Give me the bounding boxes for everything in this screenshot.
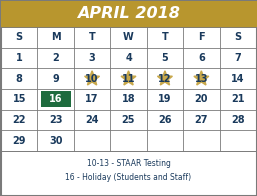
- Text: F: F: [198, 32, 205, 42]
- Text: 26: 26: [158, 115, 172, 125]
- Text: 4: 4: [125, 53, 132, 63]
- Text: 18: 18: [122, 94, 135, 104]
- Text: 6: 6: [198, 53, 205, 63]
- Text: 13: 13: [195, 74, 208, 84]
- Text: 16: 16: [49, 94, 62, 104]
- Text: 1: 1: [16, 53, 23, 63]
- Text: 24: 24: [85, 115, 99, 125]
- Text: 22: 22: [12, 115, 26, 125]
- Text: APRIL 2018: APRIL 2018: [77, 6, 180, 21]
- Text: 7: 7: [234, 53, 241, 63]
- Text: 5: 5: [162, 53, 168, 63]
- Polygon shape: [158, 71, 172, 85]
- Text: 10: 10: [85, 74, 99, 84]
- Text: T: T: [89, 32, 95, 42]
- Text: 21: 21: [231, 94, 245, 104]
- Text: S: S: [16, 32, 23, 42]
- Text: 10-13 - STAAR Testing: 10-13 - STAAR Testing: [87, 160, 170, 169]
- Text: 12: 12: [158, 74, 172, 84]
- Text: 15: 15: [12, 94, 26, 104]
- Text: W: W: [123, 32, 134, 42]
- Text: 23: 23: [49, 115, 62, 125]
- Text: 28: 28: [231, 115, 245, 125]
- Text: 17: 17: [85, 94, 99, 104]
- Text: S: S: [234, 32, 241, 42]
- Text: 9: 9: [52, 74, 59, 84]
- Text: 25: 25: [122, 115, 135, 125]
- Polygon shape: [85, 71, 99, 85]
- Text: 19: 19: [158, 94, 172, 104]
- Text: 27: 27: [195, 115, 208, 125]
- Text: 8: 8: [16, 74, 23, 84]
- Text: 14: 14: [231, 74, 245, 84]
- FancyBboxPatch shape: [41, 91, 71, 107]
- Text: 2: 2: [52, 53, 59, 63]
- Text: T: T: [162, 32, 168, 42]
- Text: 16 - Holiday (Students and Staff): 16 - Holiday (Students and Staff): [66, 172, 191, 181]
- Polygon shape: [194, 71, 209, 85]
- Text: 3: 3: [89, 53, 95, 63]
- Bar: [1, 1, 256, 27]
- Polygon shape: [121, 71, 136, 85]
- Text: M: M: [51, 32, 60, 42]
- Text: 30: 30: [49, 136, 62, 146]
- Text: 29: 29: [12, 136, 26, 146]
- Text: 20: 20: [195, 94, 208, 104]
- Text: 11: 11: [122, 74, 135, 84]
